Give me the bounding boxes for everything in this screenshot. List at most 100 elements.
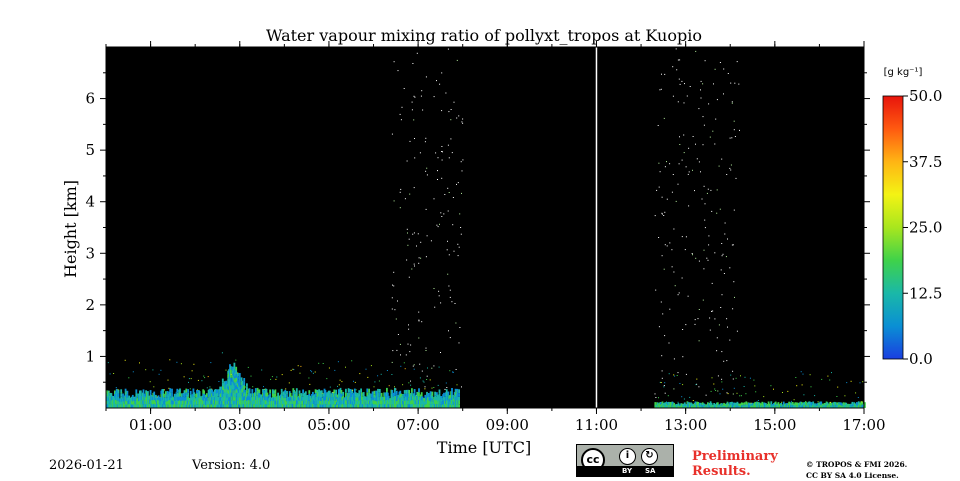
data-cell [240, 377, 243, 382]
data-cell [272, 393, 275, 398]
data-cell [387, 399, 390, 404]
noise-point [734, 296, 735, 298]
data-cell [788, 401, 790, 405]
noise-point [662, 313, 664, 315]
data-cell [218, 389, 221, 393]
data-cell [321, 397, 324, 402]
data-cell [260, 404, 263, 408]
data-cell [180, 400, 183, 405]
data-cell [366, 388, 369, 393]
data-cell [265, 389, 268, 393]
data-cell [317, 395, 320, 400]
data-point [115, 387, 117, 389]
data-point [292, 368, 294, 370]
noise-point [418, 320, 420, 322]
noise-point [726, 360, 728, 362]
data-cell [221, 386, 224, 390]
noise-point [708, 103, 710, 105]
data-cell [386, 387, 388, 392]
data-cell [168, 391, 171, 396]
noise-point [413, 119, 415, 121]
data-cell [135, 404, 138, 408]
share-alike-icon: ↻ [641, 448, 658, 465]
data-cell [187, 392, 189, 397]
data-cell [230, 366, 232, 370]
noise-point [704, 60, 706, 62]
data-cell [286, 394, 288, 398]
data-cell [316, 389, 319, 394]
data-cell [185, 396, 188, 401]
data-cell [395, 404, 398, 408]
data-cell [824, 405, 827, 408]
noise-point [671, 249, 673, 251]
data-cell [346, 396, 349, 401]
noise-point [709, 136, 711, 138]
noise-point [654, 215, 656, 217]
data-cell [203, 393, 205, 398]
colorbar-tick-label: 0.0 [909, 350, 933, 368]
noise-point [425, 256, 427, 258]
data-point [341, 381, 343, 383]
data-cell [395, 401, 398, 405]
data-cell [213, 393, 216, 398]
data-cell [172, 404, 175, 408]
data-point [300, 365, 302, 367]
data-point [721, 381, 723, 383]
data-cell [301, 397, 304, 401]
data-point [403, 362, 405, 364]
data-point [676, 375, 678, 376]
data-cell [815, 405, 818, 408]
data-cell [340, 393, 343, 398]
noise-point [666, 245, 668, 247]
data-point [380, 373, 382, 375]
version-label: Version: 4.0 [192, 458, 271, 473]
data-cell [308, 393, 311, 398]
data-cell [779, 405, 782, 408]
data-cell [427, 393, 430, 397]
data-cell [840, 405, 843, 408]
data-cell [234, 372, 237, 377]
data-point [855, 392, 857, 394]
data-cell [211, 389, 213, 394]
data-cell [163, 393, 165, 398]
data-cell [280, 400, 283, 405]
noise-point [703, 124, 705, 126]
data-cell [346, 392, 349, 397]
data-point [423, 381, 425, 383]
data-cell [313, 397, 316, 402]
noise-point [433, 365, 435, 367]
cc-license-badge[interactable]: cc i ↻ BY SA [576, 444, 674, 477]
data-point [145, 369, 147, 371]
data-cell [274, 393, 277, 397]
noise-point [708, 235, 710, 237]
data-cell [139, 390, 142, 394]
noise-point [418, 337, 420, 339]
data-cell [383, 396, 386, 401]
data-cell [260, 397, 263, 402]
data-cell [433, 400, 436, 405]
noise-point [436, 80, 437, 82]
data-cell [438, 393, 441, 397]
data-cell [731, 401, 733, 405]
data-cell [832, 405, 835, 408]
data-cell [743, 402, 746, 406]
noise-point [447, 187, 449, 189]
data-point [188, 381, 189, 383]
data-cell [201, 399, 204, 404]
data-cell [350, 396, 353, 401]
data-point [713, 383, 715, 385]
data-cell [418, 392, 420, 397]
noise-point [418, 311, 420, 313]
data-cell [334, 404, 337, 408]
data-cell [729, 405, 732, 408]
data-cell [738, 405, 741, 408]
noise-point [659, 89, 661, 91]
data-point [452, 371, 453, 373]
data-cell [120, 389, 123, 393]
noise-point [727, 73, 729, 74]
data-point [345, 366, 346, 368]
data-cell [812, 401, 815, 405]
noise-point [658, 186, 660, 188]
data-cell [242, 384, 245, 389]
data-cell [359, 396, 362, 400]
